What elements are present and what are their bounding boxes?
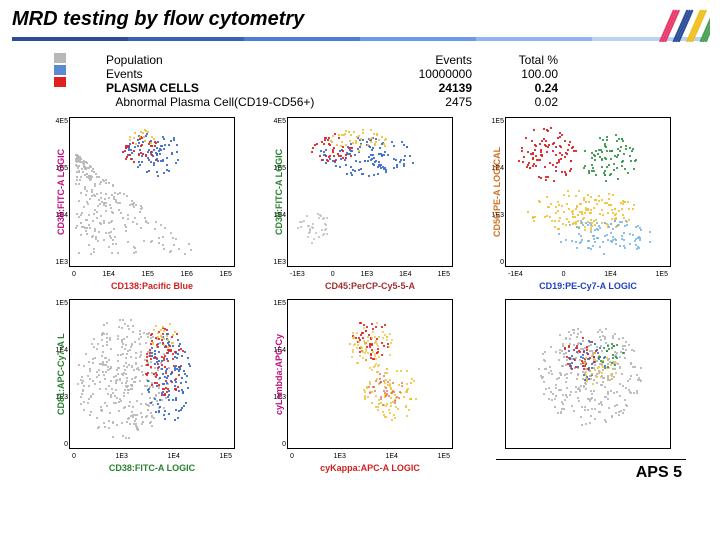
legend-row-label: PLASMA CELLS — [106, 81, 366, 95]
plot-area: 01E41E51E61E51E31E41E54E5CD38:FITC-A LOG… — [69, 117, 235, 267]
x-ticks: 01E31E41E5 — [70, 453, 234, 460]
title-bar: MRD testing by flow cytometry — [0, 0, 720, 35]
scatter-panel: -1E401E41E501E31E41E5CD56:PE-A LOGICALCD… — [486, 117, 690, 291]
legend-col-events: Events — [382, 53, 472, 67]
legend-row-events: 2475 — [382, 95, 472, 109]
legend-table: Population Events Total % Events 10000000… — [106, 53, 558, 109]
y-axis-label: CD38:FITC-A LOGIC — [274, 118, 286, 266]
y-axis-label: CD38:FITC-A LOGIC — [56, 118, 68, 266]
aps5-label: APS 5 — [636, 464, 682, 482]
page-title: MRD testing by flow cytometry — [12, 8, 708, 31]
plot-area — [505, 299, 671, 449]
plot-area: 01E31E41E501E31E41E5CD81:APC-Cy7-A L — [69, 299, 235, 449]
x-ticks: 01E41E51E61E5 — [70, 271, 234, 278]
plot-area: -1E401E41E501E31E41E5CD56:PE-A LOGICAL — [505, 117, 671, 267]
legend-col-totalpct: Total % — [488, 53, 558, 67]
legend-row-pct: 0.24 — [488, 81, 558, 95]
legend-row-pct: 100.00 — [488, 67, 558, 81]
y-axis-label: cyLambda:APC-Cy — [274, 300, 286, 448]
legend-row-pct: 0.02 — [488, 95, 558, 109]
plot-grid: 01E41E51E61E51E31E41E54E5CD38:FITC-A LOG… — [0, 111, 720, 481]
x-ticks: 01E31E41E5 — [288, 453, 452, 460]
aps5-divider — [496, 459, 686, 460]
legend: Population Events Total % Events 10000000… — [0, 49, 720, 111]
x-ticks: -1E301E31E41E5 — [288, 271, 452, 278]
x-ticks: -1E401E41E5 — [506, 271, 670, 278]
x-axis-label: CD45:PerCP-Cy5-5-A — [325, 281, 415, 291]
legend-swatch — [54, 53, 66, 63]
scatter-panel: 01E41E51E61E51E31E41E54E5CD38:FITC-A LOG… — [50, 117, 254, 291]
scatter-panel: -1E301E31E41E51E31E41E54E5CD38:FITC-A LO… — [268, 117, 472, 291]
legend-swatches — [54, 53, 66, 87]
legend-row-label: Events — [106, 67, 366, 81]
scatter-panel: 01E31E41E501E31E41E5CD81:APC-Cy7-A L CD38… — [50, 299, 254, 473]
plot-area: -1E301E31E41E51E31E41E54E5CD38:FITC-A LO… — [287, 117, 453, 267]
x-axis-label: CD38:FITC-A LOGIC — [109, 463, 195, 473]
plot-area: 01E31E41E501E31E41E5cyLambda:APC-Cy — [287, 299, 453, 449]
legend-col-population: Population — [106, 53, 366, 67]
x-axis-label: CD138:Pacific Blue — [111, 281, 193, 291]
scatter-panel: 01E31E41E501E31E41E5cyLambda:APC-Cy cyKap… — [268, 299, 472, 473]
legend-row-label: Abnormal Plasma Cell(CD19-CD56+) — [106, 95, 366, 109]
y-axis-label: CD81:APC-Cy7-A L — [56, 300, 68, 448]
x-axis-label: cyKappa:APC-A LOGIC — [320, 463, 420, 473]
scatter-panel — [486, 299, 690, 473]
legend-swatch — [54, 77, 66, 87]
x-axis-label: CD19:PE-Cy7-A LOGIC — [539, 281, 637, 291]
title-underline — [12, 37, 708, 41]
legend-row-events: 10000000 — [382, 67, 472, 81]
y-axis-label: CD56:PE-A LOGICAL — [492, 118, 504, 266]
legend-swatch — [54, 65, 66, 75]
logo-icon — [656, 6, 710, 47]
legend-row-events: 24139 — [382, 81, 472, 95]
